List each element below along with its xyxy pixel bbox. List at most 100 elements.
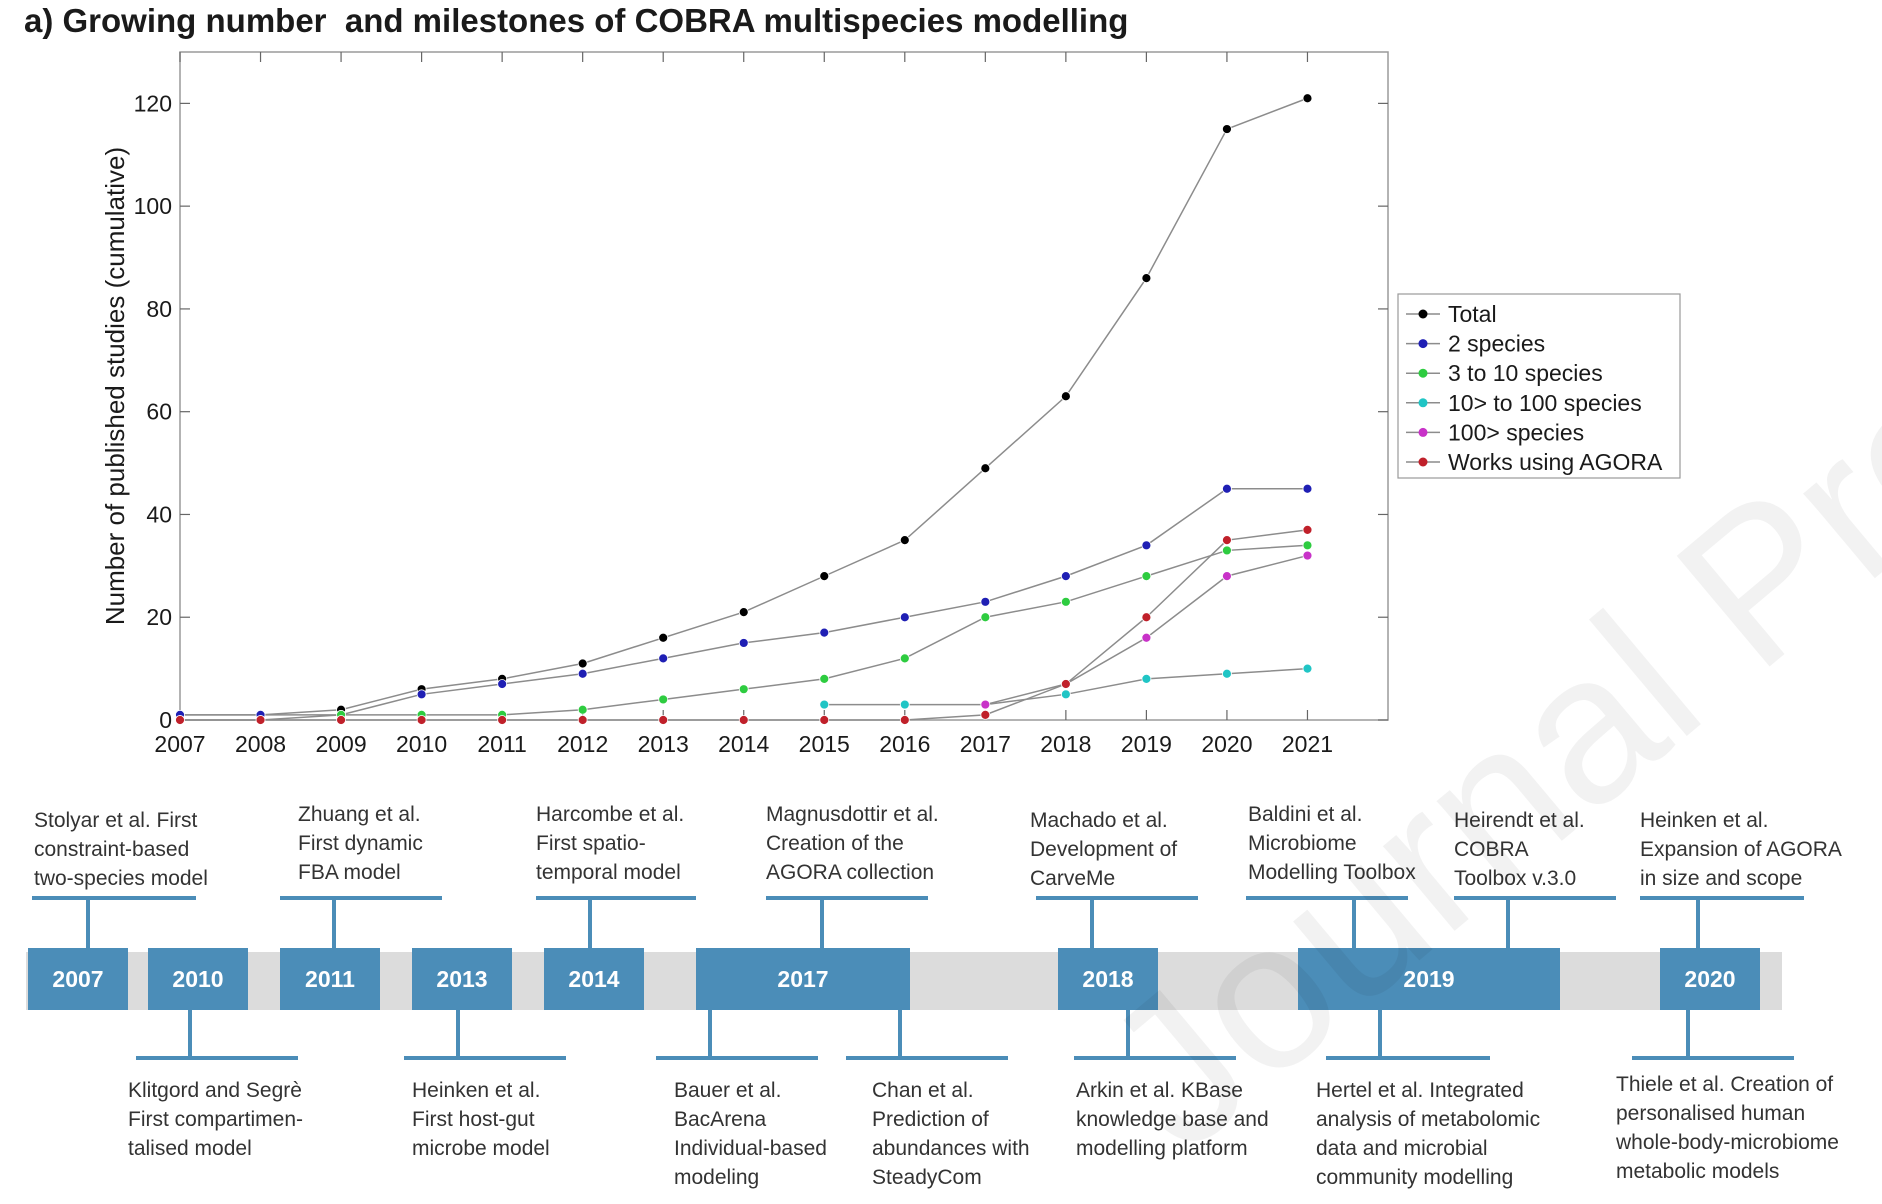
year-box-2007: 2007 bbox=[28, 948, 128, 1010]
milestone-top-2: Harcombe et al. First spatio- temporal m… bbox=[536, 803, 685, 884]
data-point bbox=[1060, 689, 1071, 700]
data-point bbox=[738, 684, 749, 695]
data-point bbox=[819, 627, 830, 638]
x-tick-label: 2011 bbox=[477, 731, 526, 757]
y-tick-label: 40 bbox=[146, 501, 172, 527]
data-point bbox=[1302, 663, 1313, 674]
milestone-bottom-5: Hertel et al. Integrated analysis of met… bbox=[1316, 1079, 1541, 1189]
year-box-2020: 2020 bbox=[1660, 948, 1760, 1010]
chart-series bbox=[175, 93, 1313, 725]
plot-frame bbox=[179, 51, 1389, 721]
data-point bbox=[738, 638, 749, 648]
data-point bbox=[980, 596, 991, 607]
milestone-bottom-stem bbox=[1686, 1010, 1690, 1058]
data-point bbox=[577, 658, 588, 669]
milestone-top-0: Stolyar et al. First constraint-based tw… bbox=[34, 809, 208, 890]
milestone-bottom-bracket bbox=[136, 1056, 298, 1060]
data-point bbox=[1222, 124, 1232, 134]
year-box-2013: 2013 bbox=[412, 948, 512, 1010]
milestone-bottom-bracket bbox=[846, 1056, 1008, 1060]
milestone-bottom-3: Chan et al. Prediction of abundances wit… bbox=[872, 1079, 1030, 1189]
legend-label: 3 to 10 species bbox=[1448, 360, 1603, 386]
chart-axes: 0 20 40 60 80 100 120 2007 2008 2009 2010 2011 2012 2… bbox=[100, 51, 1389, 757]
milestone-top-bracket bbox=[766, 896, 928, 900]
milestone-top-stem bbox=[1506, 898, 1510, 948]
milestone-bottom-bracket bbox=[656, 1056, 818, 1060]
data-point bbox=[658, 632, 669, 643]
series-5 bbox=[175, 524, 1313, 725]
data-point bbox=[1141, 632, 1152, 643]
data-point bbox=[738, 715, 749, 725]
x-tick-label: 2019 bbox=[1121, 731, 1172, 757]
data-point bbox=[980, 612, 991, 623]
milestone-top-stem bbox=[820, 898, 824, 948]
data-point bbox=[1302, 93, 1313, 104]
legend-label: 2 species bbox=[1448, 331, 1545, 357]
legend-label: Works using AGORA bbox=[1448, 449, 1663, 475]
legend-label: Total bbox=[1448, 301, 1497, 327]
milestone-top-7: Heinken et al. Expansion of AGORA in siz… bbox=[1640, 809, 1842, 890]
chart-legend: Total 2 species 3 to 10 species 10> to 100 … bbox=[1397, 293, 1681, 479]
data-point bbox=[175, 715, 185, 725]
milestone-top-bracket bbox=[1246, 896, 1408, 900]
milestone-top-bracket bbox=[1454, 896, 1616, 900]
milestone-top-bracket bbox=[536, 896, 696, 900]
legend-marker bbox=[1418, 398, 1428, 408]
milestone-bottom-stem bbox=[456, 1010, 460, 1058]
data-point bbox=[899, 653, 910, 664]
milestone-top-6: Heirendt et al. COBRA Toolbox v.3.0 bbox=[1454, 809, 1585, 890]
y-tick-label: 80 bbox=[146, 296, 172, 322]
year-box-2018: 2018 bbox=[1058, 948, 1158, 1010]
y-tick-label: 120 bbox=[134, 90, 172, 116]
milestone-bottom-stem bbox=[188, 1010, 192, 1058]
data-point bbox=[1060, 391, 1071, 402]
data-point bbox=[1141, 571, 1152, 582]
data-point bbox=[899, 535, 910, 546]
milestone-top-bracket bbox=[1036, 896, 1198, 900]
legend-label: 10> to 100 species bbox=[1448, 390, 1642, 416]
milestone-top-bracket bbox=[1640, 896, 1804, 900]
data-point bbox=[738, 607, 749, 617]
milestone-bottom-stem bbox=[898, 1010, 902, 1058]
milestone-bottom-bracket bbox=[404, 1056, 566, 1060]
milestone-bottom-4: Arkin et al. KBase knowledge base and mo… bbox=[1076, 1079, 1269, 1160]
milestone-top-stem bbox=[1090, 898, 1094, 948]
legend-label: 100> species bbox=[1448, 419, 1584, 445]
data-point bbox=[1302, 550, 1313, 561]
year-box-2011: 2011 bbox=[280, 948, 380, 1010]
data-point bbox=[899, 699, 910, 710]
milestone-top-bracket bbox=[280, 896, 442, 900]
x-tick-label: 2013 bbox=[638, 731, 689, 757]
milestone-bottom-stem bbox=[1126, 1010, 1130, 1058]
milestone-top-stem bbox=[86, 898, 90, 948]
data-point bbox=[819, 673, 830, 684]
milestone-bottom-bracket bbox=[1074, 1056, 1236, 1060]
series-4 bbox=[980, 550, 1313, 710]
data-point bbox=[1222, 571, 1232, 582]
legend-marker bbox=[1418, 309, 1428, 319]
data-point bbox=[899, 612, 910, 623]
milestone-bottom-bracket bbox=[1326, 1056, 1490, 1060]
milestone-bottom-stem bbox=[1378, 1010, 1382, 1058]
legend-marker bbox=[1418, 457, 1428, 467]
data-point bbox=[416, 689, 427, 700]
data-point bbox=[577, 715, 588, 725]
milestone-bottom-2: Bauer et al. BacArena Individual-based m… bbox=[674, 1079, 827, 1189]
legend-marker bbox=[1418, 427, 1428, 437]
data-point bbox=[1302, 540, 1313, 551]
data-point bbox=[819, 571, 830, 582]
line-chart: 0 20 40 60 80 100 120 2007 2008 2009 2010 2011 2012 2… bbox=[100, 51, 1681, 757]
data-point bbox=[980, 699, 991, 710]
x-tick-label: 2021 bbox=[1282, 731, 1333, 757]
data-point bbox=[497, 679, 508, 689]
data-point bbox=[819, 699, 830, 710]
data-point bbox=[1060, 571, 1071, 582]
data-point bbox=[497, 715, 508, 725]
milestone-top-stem bbox=[588, 898, 592, 948]
y-tick-label: 20 bbox=[146, 604, 172, 630]
milestone-top-stem bbox=[1696, 898, 1700, 948]
x-tick-label: 2018 bbox=[1040, 731, 1091, 757]
data-point bbox=[1141, 673, 1152, 684]
milestone-top-3: Magnusdottir et al. Creation of the AGOR… bbox=[766, 803, 939, 884]
x-tick-label: 2020 bbox=[1201, 731, 1252, 757]
